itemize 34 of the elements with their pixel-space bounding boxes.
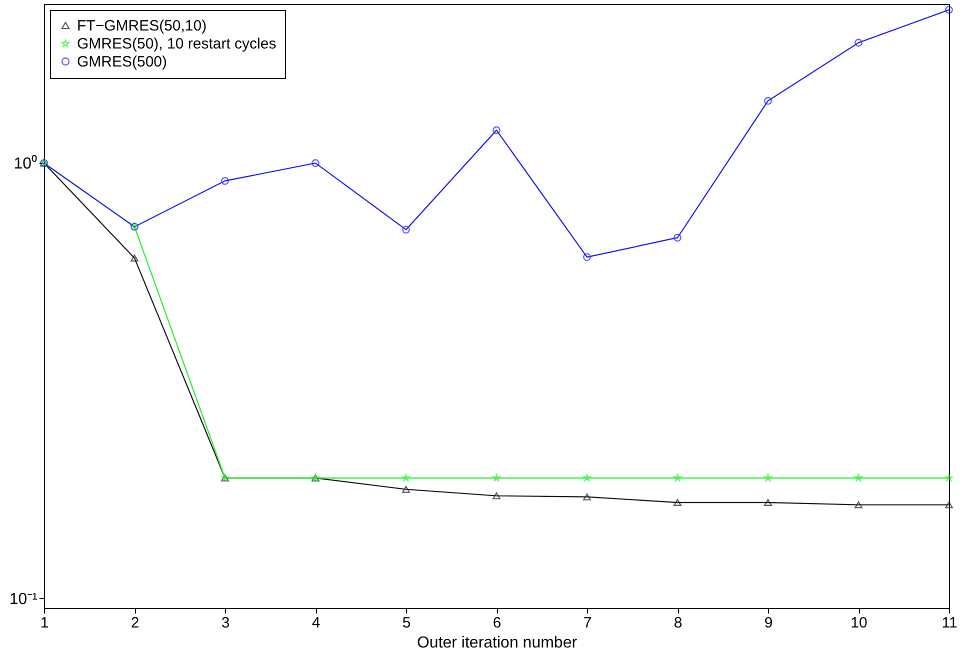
y-tick-label: 10⁻¹ xyxy=(9,590,38,608)
point xyxy=(492,126,500,134)
legend-label: FT−GMRES(50,10) xyxy=(77,18,207,34)
x-axis-title: Outer iteration number xyxy=(416,634,578,652)
x-tick-label: 4 xyxy=(312,614,320,632)
point xyxy=(130,254,138,262)
x-tick-label: 8 xyxy=(674,614,682,632)
point xyxy=(674,234,682,242)
x-tick-label: 6 xyxy=(492,614,502,632)
x-tick-label: 11 xyxy=(942,614,958,632)
x-tick-label: 5 xyxy=(402,614,411,632)
legend-label: GMRES(50), 10 restart cycles xyxy=(77,36,276,52)
x-tick-label: 1 xyxy=(40,614,49,632)
point xyxy=(854,501,862,508)
y-tick-label: 10⁰ xyxy=(14,154,38,173)
point xyxy=(402,486,410,493)
x-tick-label: 9 xyxy=(764,614,773,632)
x-tick-label: 7 xyxy=(583,614,592,632)
point xyxy=(221,176,229,185)
point xyxy=(312,159,320,168)
x-tick-label: 2 xyxy=(130,614,140,632)
point xyxy=(945,6,953,14)
x-tick-label: 3 xyxy=(221,614,230,632)
point xyxy=(674,499,682,506)
point xyxy=(402,226,410,234)
point xyxy=(492,492,500,500)
point xyxy=(764,499,772,506)
legend-label: GMRES(500) xyxy=(77,54,168,70)
point xyxy=(854,38,862,47)
x-tick-label: 10 xyxy=(850,614,868,632)
point xyxy=(583,253,591,262)
point xyxy=(945,501,953,508)
point xyxy=(583,493,591,500)
point xyxy=(764,96,772,105)
